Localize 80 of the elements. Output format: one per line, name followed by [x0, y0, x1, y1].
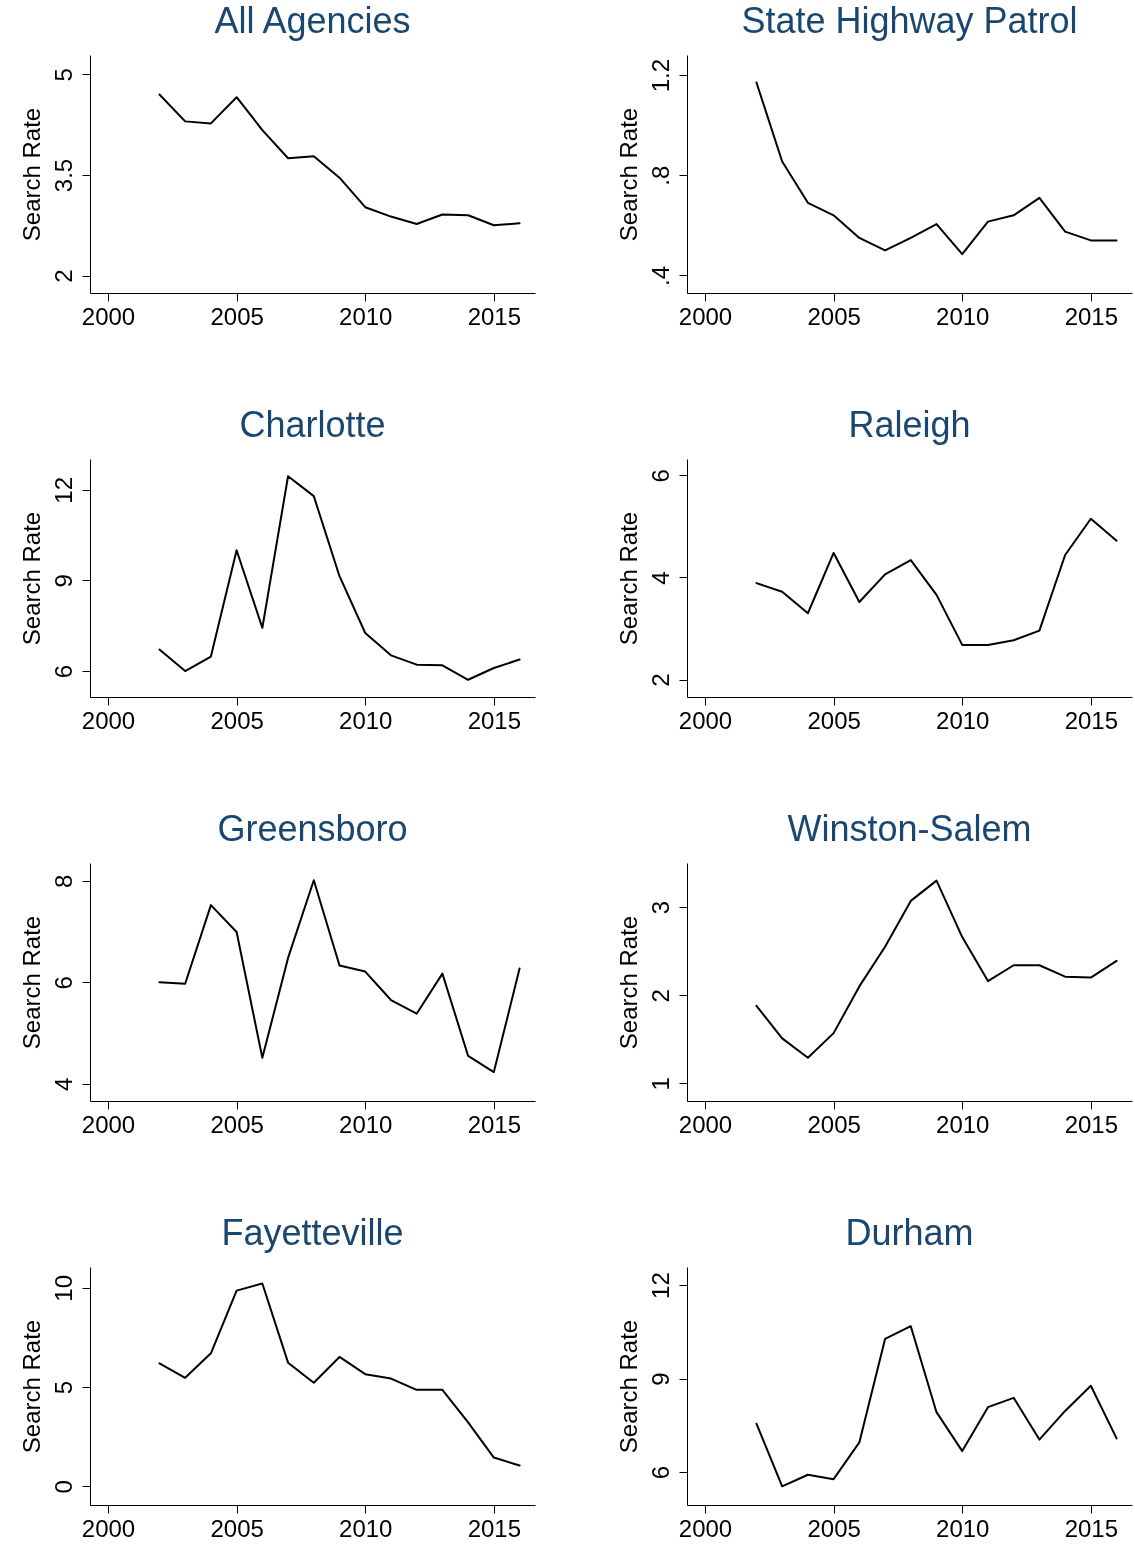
y-tick-label: 10	[49, 1274, 77, 1302]
x-tick-label: 2000	[678, 1110, 733, 1138]
chart-title: Fayetteville	[221, 1212, 404, 1253]
line-series	[755, 81, 1118, 256]
y-axis-title: Search Rate	[17, 511, 45, 646]
x-tick-label: 2015	[467, 302, 522, 330]
x-tick-label: 2000	[81, 1110, 136, 1138]
x-tick-label: 2000	[678, 1514, 733, 1542]
x-tick-label: 2000	[81, 706, 136, 734]
chart-title: Greensboro	[217, 808, 408, 849]
y-tick-label: 5	[49, 1380, 77, 1395]
y-tick-label: 5	[49, 68, 77, 82]
y-axis-title: Search Rate	[17, 1319, 45, 1454]
x-tick-label: 2015	[1064, 302, 1119, 330]
y-tick-label: 9	[49, 574, 77, 588]
x-tick-label: 2000	[81, 1514, 136, 1542]
line-series	[158, 475, 521, 681]
x-tick-label: 2005	[210, 1110, 264, 1138]
y-axis-title: Search Rate	[614, 915, 642, 1050]
y-axis-title: Search Rate	[614, 107, 642, 242]
x-tick-label: 2010	[339, 1514, 393, 1542]
x-tick-label: 2010	[339, 706, 393, 734]
x-tick-label: 2005	[210, 1514, 264, 1542]
y-axis-title: Search Rate	[614, 1319, 642, 1454]
y-tick-label: 12	[646, 1272, 674, 1299]
y-axis-title: Search Rate	[17, 107, 45, 242]
y-tick-label: 1	[646, 1077, 674, 1091]
line-series	[158, 1282, 521, 1467]
y-axis-title: Search Rate	[17, 915, 45, 1050]
x-tick-label: 2010	[936, 1514, 990, 1542]
line-series	[158, 93, 521, 227]
x-tick-label: 2015	[467, 706, 522, 734]
x-tick-label: 2015	[1064, 706, 1119, 734]
line-series	[755, 879, 1118, 1059]
y-tick-label: 2	[646, 673, 674, 687]
y-tick-label: 4	[646, 571, 674, 585]
x-tick-label: 2010	[339, 1110, 393, 1138]
y-tick-label: 6	[49, 664, 77, 679]
x-tick-label: 2010	[936, 302, 990, 330]
chart-title: Charlotte	[239, 404, 386, 445]
line-series	[755, 517, 1118, 646]
y-tick-label: 9	[646, 1372, 674, 1386]
x-tick-label: 2010	[936, 706, 990, 734]
y-tick-label: 1.2	[646, 58, 674, 93]
chart-title: State Highway Patrol	[741, 0, 1078, 41]
y-tick-label: 0	[49, 1480, 77, 1494]
x-tick-label: 2005	[210, 302, 264, 330]
x-tick-label: 2000	[678, 706, 733, 734]
y-tick-label: 8	[49, 874, 77, 888]
x-tick-label: 2010	[339, 302, 393, 330]
chart-title: Durham	[845, 1212, 974, 1253]
chart-title: Raleigh	[848, 404, 971, 445]
y-tick-label: 6	[49, 976, 77, 990]
y-axis-title: Search Rate	[614, 511, 642, 646]
x-tick-label: 2000	[81, 302, 136, 330]
x-tick-label: 2010	[936, 1110, 990, 1138]
y-tick-label: 2	[646, 989, 674, 1003]
y-tick-label: 2	[49, 269, 77, 283]
x-tick-label: 2015	[467, 1110, 522, 1138]
line-series	[755, 1325, 1118, 1488]
x-tick-label: 2015	[1064, 1514, 1119, 1542]
y-tick-label: 4	[49, 1077, 77, 1091]
x-tick-label: 2015	[1064, 1110, 1119, 1138]
y-tick-label: 3.5	[49, 158, 77, 193]
y-tick-label: .8	[646, 165, 674, 186]
line-series	[158, 879, 521, 1074]
x-tick-label: 2005	[807, 706, 861, 734]
y-tick-label: 12	[49, 476, 77, 504]
x-tick-label: 2005	[807, 1514, 861, 1542]
chart-title: Winston-Salem	[787, 808, 1032, 849]
x-tick-label: 2005	[210, 706, 264, 734]
y-tick-label: 6	[646, 1465, 674, 1480]
x-tick-label: 2015	[467, 1514, 522, 1542]
x-tick-label: 2000	[678, 302, 733, 330]
y-tick-label: 3	[646, 900, 674, 915]
x-tick-label: 2005	[807, 1110, 861, 1138]
y-tick-label: .4	[646, 265, 674, 286]
chart-title: All Agencies	[214, 0, 411, 41]
x-tick-label: 2005	[807, 302, 861, 330]
y-tick-label: 6	[646, 469, 674, 483]
